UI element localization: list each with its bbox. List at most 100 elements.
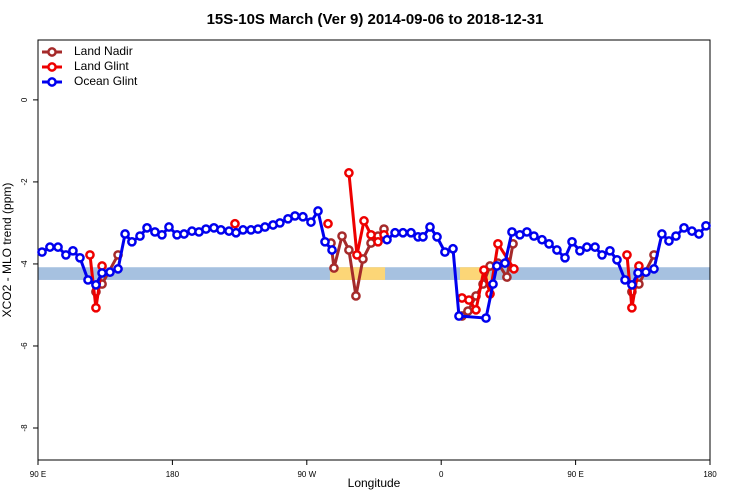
data-point [61, 250, 71, 260]
data-point [471, 305, 481, 315]
data-point [493, 238, 503, 249]
y-tick-label: -2 [20, 178, 29, 186]
data-point [627, 280, 637, 290]
data-point [507, 227, 517, 237]
legend-marker [47, 77, 57, 87]
data-point [351, 291, 361, 301]
y-tick-label: -8 [20, 424, 29, 432]
data-point [590, 242, 600, 252]
data-point [120, 229, 130, 239]
data-point [582, 242, 592, 252]
data-point [230, 218, 240, 229]
data-point [575, 245, 585, 256]
x-tick-label: 90 W [297, 470, 316, 479]
data-point [448, 243, 458, 254]
data-point [398, 227, 408, 238]
data-point [440, 247, 450, 257]
data-point [509, 264, 519, 274]
data-point [329, 263, 339, 273]
data-point [85, 250, 95, 260]
data-point [481, 313, 491, 323]
data-point [622, 250, 632, 260]
y-tick-label: -6 [20, 342, 29, 350]
data-point [298, 211, 308, 222]
data-point [238, 225, 248, 235]
data-point [464, 295, 474, 305]
series-line [41, 207, 708, 320]
data-point [83, 275, 93, 285]
data-point [657, 229, 667, 239]
data-point [694, 229, 704, 239]
data-point [425, 222, 435, 232]
data-point [260, 222, 270, 232]
data-point [113, 264, 123, 274]
y-tick-label: 0 [20, 97, 29, 102]
data-point [344, 168, 354, 178]
legend-label: Ocean Glint [74, 74, 138, 88]
data-point [75, 252, 85, 263]
data-point [37, 247, 47, 257]
legend-marker [47, 62, 57, 72]
legend-marker [47, 47, 57, 57]
data-point [91, 302, 101, 313]
chart-title: 15S-10S March (Ver 9) 2014-09-06 to 2018… [207, 11, 544, 28]
data-point [201, 224, 211, 234]
data-point [544, 238, 554, 249]
data-point [127, 236, 137, 247]
data-point [290, 211, 300, 221]
data-point [97, 268, 107, 278]
data-point [432, 232, 442, 242]
data-point [560, 252, 570, 263]
data-point [627, 302, 637, 313]
data-point [352, 250, 362, 260]
data-point [664, 236, 674, 246]
x-tick-label: 0 [439, 470, 444, 479]
data-point [53, 242, 63, 252]
data-point [612, 254, 622, 265]
data-point [597, 250, 607, 260]
data-point [142, 223, 152, 233]
data-point [479, 265, 489, 275]
data-point [275, 218, 285, 228]
data-point [306, 217, 316, 227]
data-point [366, 229, 376, 240]
highlight-range [329, 267, 386, 280]
data-point [45, 242, 55, 252]
data-point [701, 220, 711, 231]
y-tick-label: -4 [20, 260, 29, 268]
data-point [323, 218, 333, 229]
x-tick-label: 90 E [567, 470, 583, 479]
data-point [157, 229, 167, 240]
data-point [463, 306, 473, 316]
data-point [679, 223, 689, 233]
data-point [671, 231, 681, 241]
data-point [164, 222, 174, 232]
data-point [179, 229, 189, 239]
data-point [537, 234, 547, 245]
data-point [633, 268, 643, 278]
data-point [620, 275, 630, 285]
data-point [605, 245, 615, 256]
data-point [68, 245, 78, 256]
x-tick-label: 180 [703, 470, 717, 479]
data-point [502, 272, 512, 282]
x-tick-label: 180 [166, 470, 180, 479]
data-point [406, 227, 416, 238]
data-point [454, 311, 464, 321]
data-point [418, 232, 428, 242]
data-point [320, 236, 330, 247]
data-point [390, 227, 400, 238]
data-point [567, 236, 577, 247]
x-axis-label: Longitude [348, 476, 401, 490]
data-point [344, 245, 354, 255]
legend-label: Land Nadir [74, 44, 133, 58]
data-point [522, 227, 532, 237]
legend-label: Land Glint [74, 59, 129, 73]
data-point [552, 245, 562, 255]
data-point [105, 267, 115, 277]
data-point [382, 234, 392, 245]
data-point [359, 216, 369, 226]
series-line [88, 172, 641, 314]
data-point [91, 280, 101, 290]
data-point [649, 264, 659, 274]
